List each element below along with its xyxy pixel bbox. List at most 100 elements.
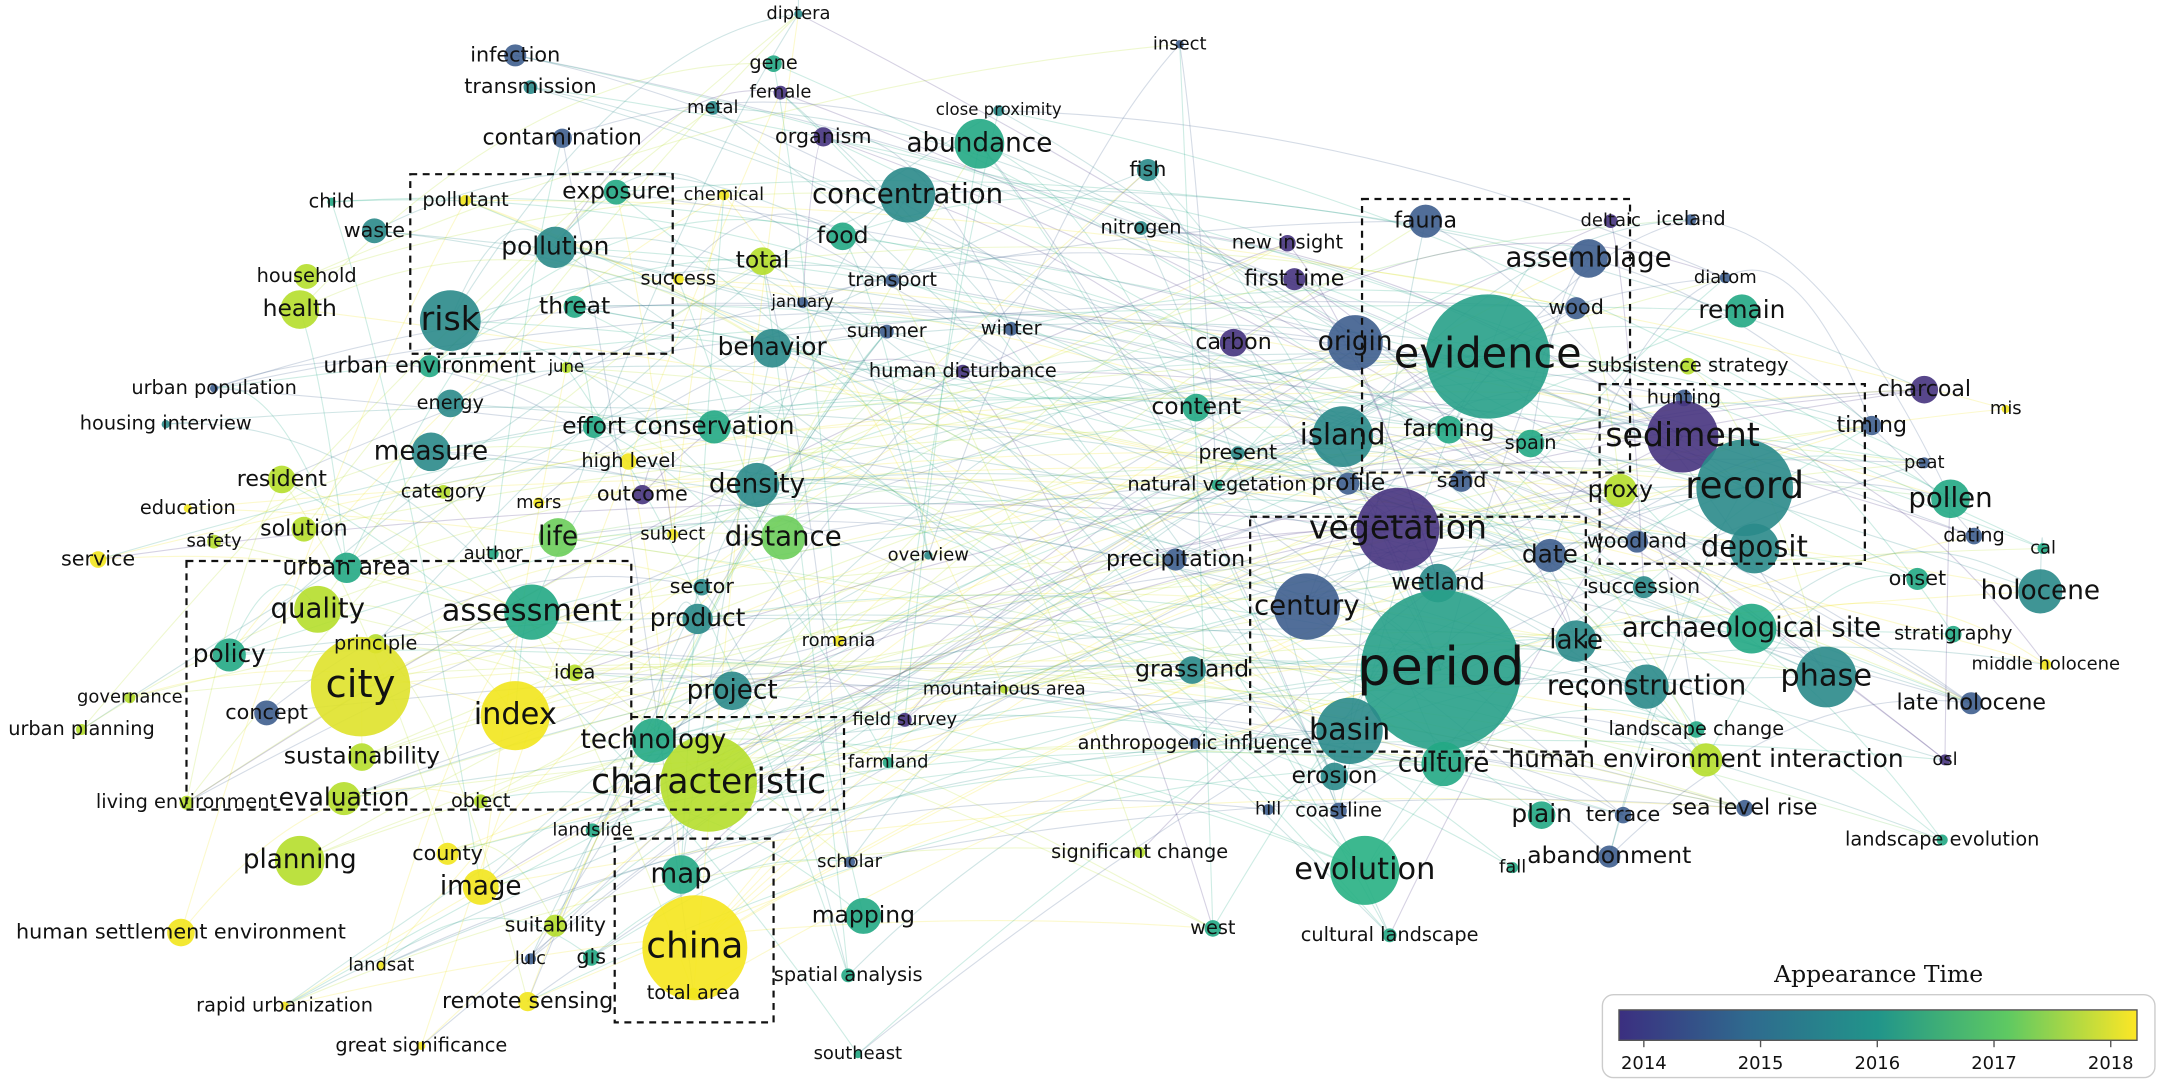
node: [1685, 214, 1697, 226]
node-label: sector: [670, 574, 735, 598]
node-label: characteristic: [591, 762, 826, 802]
node: [1632, 576, 1655, 599]
node: [1569, 239, 1608, 278]
node-label: governance: [77, 687, 183, 708]
node-label: osl: [1932, 749, 1957, 770]
edge: [574, 660, 1745, 809]
node: [879, 324, 894, 339]
edge: [1338, 716, 1707, 812]
node: [1316, 697, 1383, 765]
node-label: sand: [1437, 468, 1487, 492]
node: [1435, 415, 1463, 444]
edge: [615, 191, 1391, 936]
node: [1614, 806, 1632, 824]
node-label: close proximity: [936, 100, 1062, 119]
node-label: technology: [581, 725, 727, 755]
node: [620, 453, 637, 470]
node-label: archaeological site: [1622, 611, 1881, 644]
edge: [1140, 227, 1683, 438]
legend: Appearance Time 2014 2015 2016 2017 2018: [1601, 960, 2156, 1079]
node-label: remain: [1698, 295, 1785, 324]
node: [1603, 214, 1618, 229]
node-label: fauna: [1394, 208, 1457, 234]
node-label: pollutant: [422, 188, 509, 211]
edge: [299, 309, 348, 568]
node: [1918, 457, 1930, 469]
node: [705, 100, 720, 115]
edge: [802, 302, 929, 556]
edge: [429, 258, 893, 367]
node: [1736, 799, 1753, 817]
edge: [773, 63, 840, 642]
node-label: metal: [687, 97, 739, 118]
edge: [723, 194, 1005, 690]
edge: [515, 660, 1697, 731]
edge: [978, 143, 1340, 812]
node-label: urban planning: [8, 717, 155, 740]
node: [813, 127, 833, 147]
edge: [493, 497, 1918, 580]
node-label: total area: [647, 981, 740, 1004]
node-label: index: [474, 697, 557, 732]
edge: [714, 426, 1366, 871]
edge: [927, 43, 1181, 556]
node: [924, 551, 933, 560]
node: [1598, 845, 1621, 868]
edge: [213, 386, 348, 569]
edge: [480, 429, 1450, 802]
node: [267, 465, 296, 494]
node-label: education: [140, 496, 236, 519]
edge: [857, 487, 1745, 1055]
edge: [306, 43, 1180, 277]
edge: [904, 143, 980, 720]
node: [660, 735, 757, 832]
edge: [732, 684, 1745, 809]
node: [560, 362, 572, 374]
node-label: great significance: [335, 1033, 507, 1056]
node: [348, 743, 376, 771]
node: [1356, 487, 1440, 571]
edge: [554, 89, 781, 248]
edge: [1175, 389, 1925, 561]
edge: [566, 367, 1350, 732]
node: [582, 415, 606, 439]
node-label: conservation: [634, 411, 795, 440]
node-label: assemblage: [1505, 240, 1671, 273]
edge: [593, 397, 1925, 464]
node-label: organism: [775, 124, 872, 148]
node-label: threat: [539, 291, 610, 319]
node: [1312, 406, 1374, 468]
edge: [447, 666, 1441, 855]
node-label: coastline: [1295, 798, 1382, 821]
node-label: late holocene: [1896, 690, 2045, 716]
edge: [712, 107, 1335, 777]
node: [280, 290, 320, 329]
node-label: june: [547, 357, 584, 376]
box: [1360, 197, 1632, 474]
node-label: human environment interaction: [1508, 744, 1903, 773]
edge: [1179, 44, 1218, 486]
edge: [515, 54, 1745, 489]
node: [327, 197, 336, 206]
node: [1603, 473, 1637, 508]
edge: [303, 465, 758, 530]
node-label: author: [464, 543, 524, 564]
node-label: urban environment: [323, 353, 536, 379]
node-label: chemical: [684, 184, 765, 205]
node-label: present: [1198, 440, 1277, 464]
node: [209, 384, 219, 393]
edge: [360, 562, 702, 688]
edge: [480, 669, 1441, 888]
edge: [81, 532, 784, 730]
box: [1249, 515, 1587, 753]
node: [1729, 523, 1780, 574]
edge: [554, 194, 909, 926]
edge: [515, 429, 1450, 717]
node: [518, 991, 538, 1012]
node-label: suitability: [505, 913, 606, 937]
edge: [761, 261, 851, 863]
node: [1136, 158, 1159, 182]
edge: [1608, 699, 1972, 857]
node-label: hill: [1255, 799, 1281, 820]
edge: [317, 603, 516, 716]
